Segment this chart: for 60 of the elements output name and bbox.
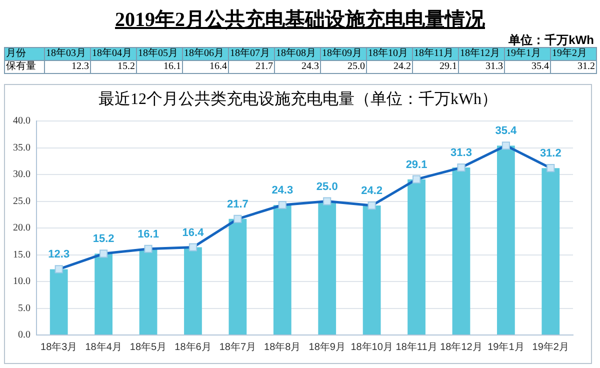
y-tick-label: 40.0 [13, 116, 30, 127]
text: 31.3 [486, 61, 503, 72]
data-label: 12.3 [48, 248, 70, 261]
y-tick-label: 5.0 [18, 302, 30, 314]
y-tick-label: 15.0 [13, 249, 30, 260]
text: 16.4 [210, 61, 227, 72]
bar [452, 168, 470, 334]
x-tick-label: 19年1月 [488, 340, 524, 353]
bar [139, 248, 158, 334]
text: 24.2 [394, 61, 411, 72]
data-label: 24.2 [361, 185, 383, 198]
x-tick-label: 18年10月 [350, 340, 393, 353]
bar [273, 204, 292, 334]
data-label: 31.3 [450, 147, 472, 160]
bar [408, 179, 426, 334]
x-tick-label: 18年6月 [174, 340, 212, 353]
x-tick-label: 18年9月 [308, 340, 346, 353]
data-label: 35.4 [495, 125, 518, 138]
bar [496, 146, 515, 334]
data-label: 31.2 [540, 148, 562, 160]
data-label: 24.3 [272, 184, 294, 197]
text: 12.3 [72, 61, 89, 72]
y-tick-label: 30.0 [13, 169, 30, 180]
x-tick-label: 18年11月 [396, 340, 438, 353]
bar [362, 206, 381, 334]
bar [94, 254, 113, 334]
y-tick-label: 10.0 [13, 276, 30, 288]
bar [318, 201, 336, 334]
text: 16.1 [164, 61, 181, 72]
x-tick-label: 19年2月 [532, 340, 569, 353]
text: 24.3 [302, 61, 319, 72]
data-label: 21.7 [226, 198, 248, 210]
data-label: 25.0 [316, 180, 338, 193]
x-tick-label: 18年5月 [130, 340, 167, 353]
text: 单位：千万kWh [508, 32, 595, 47]
x-tick-label: 18年8月 [264, 340, 301, 353]
bar [228, 218, 247, 334]
bar [542, 168, 560, 334]
text: 25.0 [348, 61, 365, 72]
text: 31.2 [578, 61, 595, 72]
y-tick-label: 25.0 [13, 196, 30, 207]
y-tick-label: 35.0 [13, 142, 30, 154]
data-label: 16.1 [138, 228, 159, 240]
y-tick-label: 20.0 [13, 222, 30, 234]
bar [184, 247, 202, 334]
x-tick-label: 18年4月 [85, 340, 122, 353]
x-tick-label: 18年3月 [40, 340, 78, 353]
data-label: 29.1 [406, 158, 428, 171]
text: 35.4 [532, 61, 549, 72]
text: 21.7 [256, 61, 273, 72]
data-label: 16.4 [182, 226, 205, 239]
x-tick-label: 18年7月 [219, 340, 256, 353]
data-label: 15.2 [92, 233, 114, 246]
x-tick-label: 18年12月 [440, 340, 482, 353]
text: 29.1 [440, 61, 457, 72]
text: 15.2 [118, 61, 135, 72]
y-tick-label: 0.0 [18, 330, 30, 341]
bar [50, 269, 68, 334]
chart-subtitle: 最近12个月公共类充电设施充电电量（单位：千万kWh） [97, 90, 499, 109]
chart-title: 2019年2月公共充电基础设施充电电量情况 [115, 9, 485, 31]
